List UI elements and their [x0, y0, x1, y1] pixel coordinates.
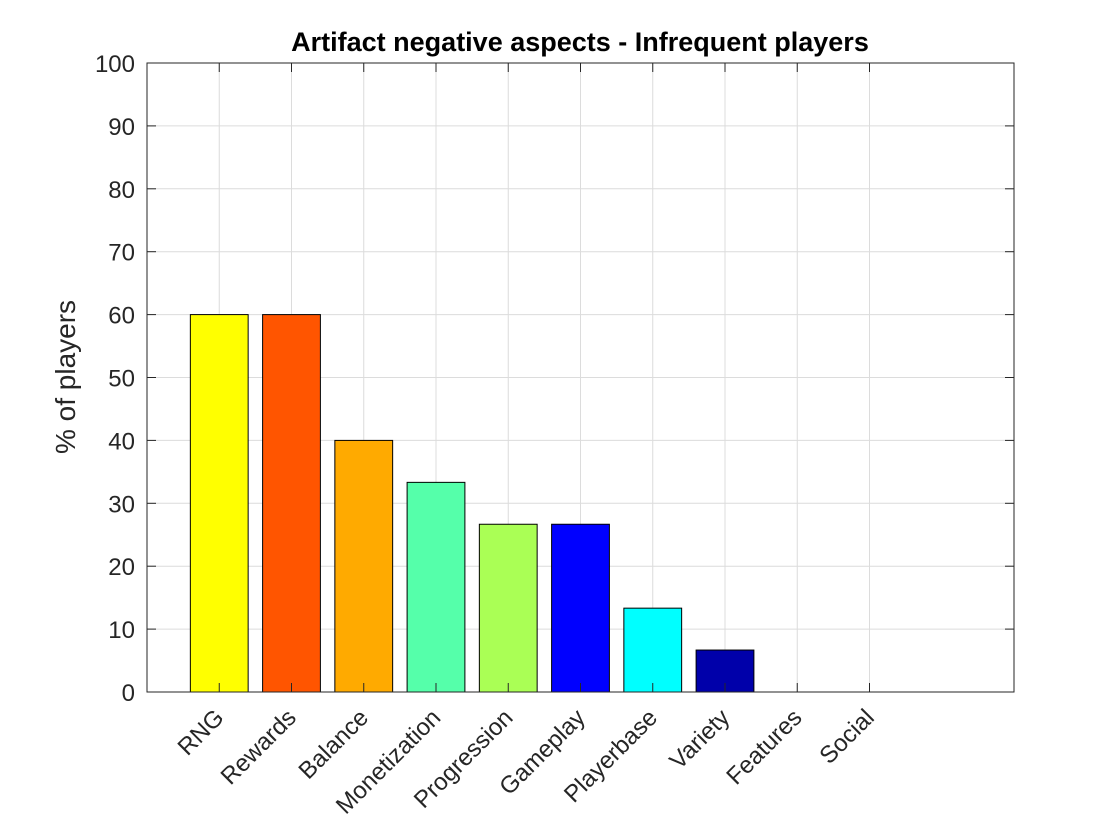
y-tick-label: 10	[108, 617, 135, 644]
axis-ticks	[147, 62, 1014, 693]
y-tick-label: 70	[108, 240, 135, 267]
bar-monetization	[406, 481, 466, 693]
y-tick-label: 20	[108, 554, 135, 581]
x-tick-label: RNG	[173, 704, 230, 761]
y-tick-labels: 0 10 20 30 40 50 60 70 80 90 100	[95, 51, 135, 707]
bar-rewards	[262, 314, 321, 693]
x-tick-labels: RNGRewardsBalanceMonetizationProgression…	[173, 704, 880, 819]
bars	[189, 314, 755, 693]
y-tick-label: 40	[108, 428, 135, 455]
y-tick-label: 30	[108, 491, 135, 518]
x-tick-label: Social	[814, 704, 879, 769]
bar-progression	[478, 523, 538, 693]
y-tick-label: 60	[108, 303, 135, 330]
x-tick-label: Rewards	[216, 704, 302, 790]
y-tick-label: 50	[108, 366, 135, 393]
x-tick-label: Features	[721, 704, 807, 790]
y-axis-label: % of players	[50, 300, 81, 454]
x-tick-label: Variety	[665, 704, 736, 775]
bar-balance	[334, 439, 394, 693]
bar-rng	[189, 314, 249, 693]
chart-title: Artifact negative aspects - Infrequent p…	[291, 27, 869, 57]
y-tick-label: 90	[108, 114, 135, 141]
y-tick-label: 80	[108, 177, 135, 204]
bar-playerbase	[623, 607, 683, 693]
y-tick-label: 100	[95, 51, 135, 78]
y-tick-label: 0	[122, 680, 135, 707]
bar-gameplay	[551, 523, 610, 693]
